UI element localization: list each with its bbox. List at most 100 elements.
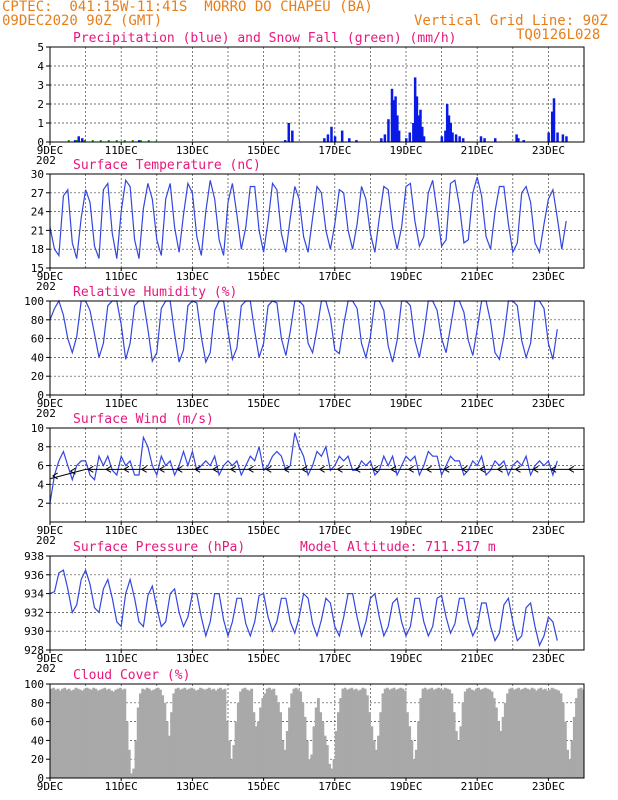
cloud-bar (370, 726, 374, 778)
wind-vector (337, 465, 343, 473)
cloud-bar (403, 690, 407, 778)
wind-xtick-label: 11DEC (105, 524, 138, 537)
cloud-bar (466, 688, 469, 778)
temp-xtick-label: 21DEC (461, 270, 494, 283)
cloud-bar (570, 740, 574, 778)
cloud-bar (52, 687, 56, 778)
cloud-ytick-label: 100 (24, 678, 44, 691)
cloud-bar (512, 689, 516, 778)
precip-xtick-stub: 202 (36, 154, 56, 167)
wind-vector (266, 465, 272, 473)
cloud-bar (379, 712, 383, 778)
cloud-bar (292, 688, 296, 778)
cloud-bar (443, 687, 447, 778)
cloud-bar (457, 740, 460, 778)
pressure-xtick-label: 9DEC (37, 652, 64, 665)
cloud-bar (61, 688, 64, 778)
wind-vector (123, 465, 130, 473)
precip-ytick-label: 3 (37, 79, 44, 92)
pressure-ytick-label: 934 (24, 588, 44, 601)
precip-bar (417, 115, 420, 142)
cloud-bar (454, 731, 458, 778)
rh-frame (49, 300, 585, 396)
precip-bar (422, 136, 426, 142)
precip-bar (421, 126, 424, 142)
cloud-bar (234, 721, 238, 778)
precip-bar (387, 119, 390, 142)
wind-vector (497, 465, 503, 473)
cloud-bar (303, 716, 307, 778)
cloud-bar (385, 687, 389, 778)
temp-xtick-label: 19DEC (389, 270, 422, 283)
cloud-bar (270, 689, 274, 778)
precip-bar (77, 136, 80, 142)
cloud-bar (479, 689, 483, 778)
cloud-bar (283, 749, 287, 778)
cloud-bar (134, 740, 138, 778)
cloud-bar (83, 688, 87, 778)
precip-bar (340, 130, 344, 142)
precip-bar (287, 123, 291, 142)
cloud-xtick-label: 13DEC (176, 780, 209, 793)
temp-frame (49, 173, 585, 269)
wind-xtick-label: 9DEC (37, 524, 64, 537)
cloud-bar (579, 687, 583, 778)
precip-xtick-label: 17DEC (318, 144, 351, 157)
wind-xtick-label: 21DEC (461, 524, 494, 537)
cloud-xtick-label: 11DEC (105, 780, 138, 793)
cloud-bar (394, 689, 398, 778)
cloud-bar (506, 693, 509, 778)
cloud-bar (486, 688, 489, 778)
cloud-bar (210, 689, 214, 778)
cloud-bar (397, 688, 400, 778)
wind-vector (301, 465, 308, 473)
cloud-bar (314, 707, 318, 778)
cloud-bar (145, 687, 149, 778)
cloud-ytick-label: 0 (37, 772, 44, 785)
cloud-bar (239, 691, 242, 778)
pressure-ytick-label: 928 (24, 644, 44, 657)
precip-title: Precipitation (blue) and Snow Fall (gree… (73, 31, 457, 46)
cloud-bar (508, 688, 512, 778)
cloud-bar (136, 707, 140, 778)
rh-xtick-label: 23DEC (532, 397, 565, 410)
wind-vector (444, 465, 450, 473)
precip-bar (392, 100, 396, 142)
precip-ytick-label: 5 (37, 41, 44, 54)
cloud-bar (143, 689, 147, 778)
cloud-bar (470, 689, 474, 778)
cloud-bar (325, 745, 329, 778)
wind-vector (159, 465, 165, 473)
cloud-bar (139, 693, 142, 778)
wind-vector (355, 465, 361, 473)
pressure-xtick-label: 17DEC (318, 652, 351, 665)
cloud-bar (181, 688, 185, 778)
cloud-bar (519, 689, 523, 778)
temp-xtick-label: 23DEC (532, 270, 565, 283)
precip-bar (408, 132, 412, 142)
wind-vector (52, 472, 58, 480)
cloud-bar (575, 698, 578, 778)
cloud-bar (94, 688, 98, 778)
wind-vector (479, 465, 486, 473)
precip-bar (419, 109, 422, 142)
precip-bar (396, 115, 399, 142)
wind-ytick-label: 8 (37, 441, 44, 454)
cloud-bar (548, 689, 552, 778)
cloud-bar (130, 773, 133, 778)
wind-vector (372, 465, 379, 473)
cloud-bar (572, 716, 576, 778)
wind-title: Surface Wind (m/s) (73, 412, 214, 427)
cloud-bar (268, 687, 271, 778)
cloud-bar (259, 707, 262, 778)
cloud-bar (568, 759, 572, 778)
wind-vector (319, 465, 325, 473)
cloud-bar (76, 688, 80, 778)
rh-ytick-label: 80 (31, 314, 44, 327)
cloud-bar (446, 688, 449, 778)
wind-vector (283, 465, 290, 473)
precip-xtick-label: 21DEC (461, 144, 494, 157)
cloud-ytick-label: 60 (31, 716, 44, 729)
cloud-xtick-label: 9DEC (37, 780, 64, 793)
precip-bar (383, 134, 387, 142)
